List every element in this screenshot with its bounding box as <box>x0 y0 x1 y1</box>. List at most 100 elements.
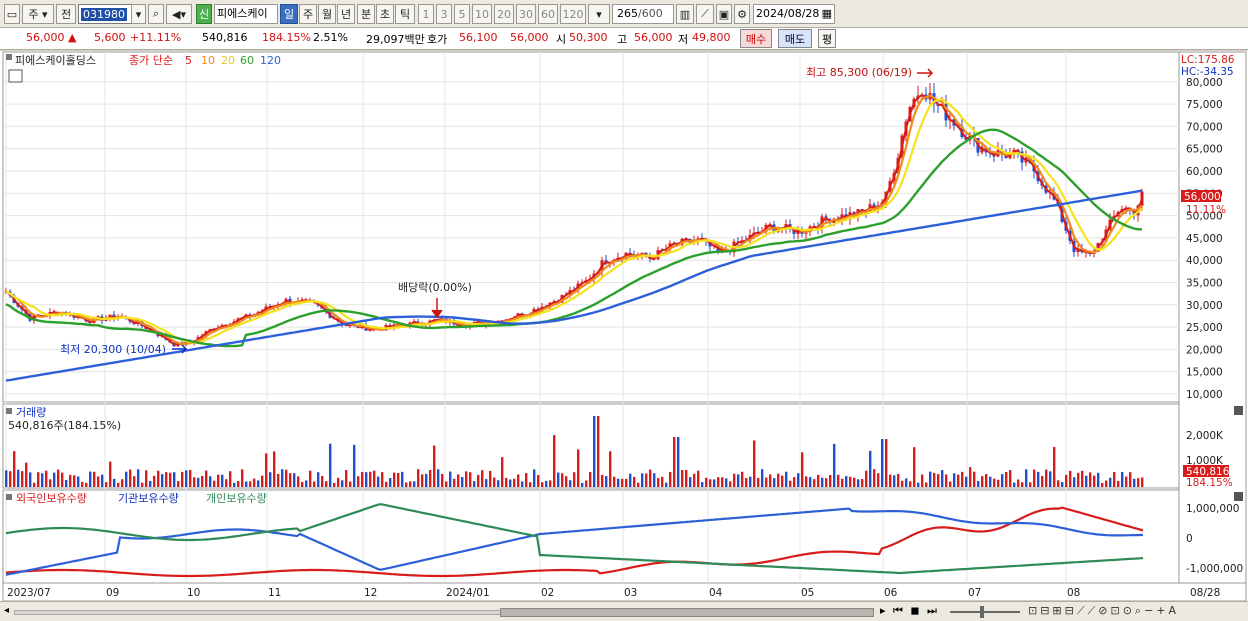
playback-controls-icon[interactable]: ▸ ⏮ ◼ ⏭ <box>880 604 939 617</box>
volume-bar <box>593 416 596 487</box>
tab-week[interactable]: 주 <box>299 4 317 24</box>
tab-tick[interactable]: 틱 <box>395 4 415 24</box>
volume-bar <box>701 482 704 487</box>
open-label: 시 <box>556 33 567 46</box>
volume-bar <box>917 482 920 487</box>
sell-button[interactable]: 매도 <box>778 29 812 48</box>
ma-legend-60: 60 <box>240 54 254 67</box>
tab-minute[interactable]: 분 <box>357 4 375 24</box>
chart-svg[interactable]: 80,00075,00070,00065,00060,00055,00050,0… <box>0 51 1248 602</box>
market-type-dropdown[interactable]: 주 ▾ <box>22 4 54 24</box>
volume-bar <box>633 476 636 487</box>
gear-icon[interactable]: ⚙ <box>734 4 750 24</box>
volume-bars <box>5 416 1144 487</box>
holdings-tick-1m: 1,000,000 <box>1186 503 1239 515</box>
volume-bar <box>293 473 296 487</box>
tab-month[interactable]: 월 <box>318 4 336 24</box>
volume-panel-close-icon[interactable] <box>1234 406 1243 415</box>
volume-bar <box>193 477 196 487</box>
volume-bar <box>957 474 960 487</box>
volume-bar <box>149 480 152 487</box>
volume-bar <box>9 471 12 487</box>
volume-bar <box>145 470 148 487</box>
volume-bar <box>113 478 116 487</box>
volume-pct: 184.15% <box>262 31 311 44</box>
interval-5[interactable]: 5 <box>454 4 470 24</box>
grid-toggle-icon[interactable] <box>8 69 23 83</box>
volume-bar <box>861 479 864 487</box>
interval-dropdown[interactable]: ▾ <box>588 4 610 24</box>
search-icon[interactable]: ⌕ <box>148 4 164 24</box>
chart-tools-icon[interactable]: ⊡⊟⊞⊟⟋⟋⊘⊡⊙⌕−+A <box>1028 604 1180 617</box>
volume-bar <box>281 469 284 487</box>
interval-60[interactable]: 60 <box>538 4 558 24</box>
volume-bar <box>785 471 788 487</box>
interval-1[interactable]: 1 <box>418 4 434 24</box>
date-field[interactable]: 2024/08/28 ▦ <box>753 4 835 24</box>
volume-bar <box>317 472 320 487</box>
prev-button[interactable]: 전 <box>56 4 76 24</box>
high-arrow-icon <box>917 68 934 78</box>
eval-button[interactable]: 평 <box>818 29 836 48</box>
hc-label: HC:-34.35 <box>1181 66 1234 78</box>
interval-3[interactable]: 3 <box>436 4 452 24</box>
interval-20[interactable]: 20 <box>494 4 514 24</box>
volume-bar <box>573 472 576 487</box>
stock-code-input[interactable]: 031980 <box>78 4 146 24</box>
volume-bar <box>277 473 280 487</box>
chart-area[interactable]: 80,00075,00070,00065,00060,00055,00050,0… <box>0 51 1248 602</box>
ma-legend-5: 5 <box>185 54 192 67</box>
volume-bar <box>1001 474 1004 487</box>
volume-bar <box>945 474 948 487</box>
window-menu-icon[interactable]: ▭ <box>4 4 20 24</box>
legend-marker-icon <box>6 54 12 60</box>
volume-bar <box>357 476 360 487</box>
buy-button[interactable]: 매수 <box>740 29 772 48</box>
draw-tool-icon[interactable]: ⟋ <box>696 4 714 24</box>
sound-icon[interactable]: ◀▾ <box>166 4 192 24</box>
volume-bar <box>777 473 780 487</box>
credit-badge: 신 <box>196 4 212 24</box>
volume-bar <box>585 480 588 487</box>
price-y-tick: 10,000 <box>1186 389 1223 401</box>
volume-bar <box>533 469 536 487</box>
calendar-icon[interactable]: ▦ <box>821 7 832 20</box>
hoga-bid: 56,000 <box>510 31 549 44</box>
volume-bar <box>65 479 68 487</box>
price-y-tick: 45,000 <box>1186 233 1223 245</box>
hoga-label: 호가 <box>427 33 448 46</box>
volume-bar <box>1101 482 1104 487</box>
volume-bar <box>381 472 384 487</box>
x-axis-tick-label: 08 <box>1067 587 1080 599</box>
volume-value-label: 540,816주(184.15%) <box>8 419 121 432</box>
holdings-panel-close-icon[interactable] <box>1234 492 1243 501</box>
holdings-institution-line <box>5 507 1143 576</box>
volume-bar <box>233 482 236 487</box>
volume-bar <box>905 478 908 487</box>
tab-day[interactable]: 일 <box>280 4 298 24</box>
volume-bar <box>273 451 276 487</box>
candle-icon[interactable]: ▥ <box>676 4 694 24</box>
scrollbar-thumb[interactable] <box>500 608 874 617</box>
tab-year[interactable]: 년 <box>337 4 355 24</box>
volume-bar <box>669 471 672 487</box>
zoom-slider[interactable] <box>950 611 1020 613</box>
volume-bar <box>73 475 76 487</box>
page-count-field[interactable]: 265/600 <box>612 4 674 24</box>
scroll-left-icon[interactable]: ◂ <box>4 605 10 616</box>
price-y-tick: 65,000 <box>1186 144 1223 156</box>
volume-bar <box>489 470 492 487</box>
moving-average-lines <box>5 93 1143 382</box>
volume-bar <box>161 474 164 487</box>
interval-30[interactable]: 30 <box>516 4 536 24</box>
volume-bar <box>141 482 144 487</box>
save-icon[interactable]: ▣ <box>716 4 732 24</box>
volume-tick-2000k: 2,000K <box>1186 430 1224 442</box>
tab-second[interactable]: 초 <box>376 4 394 24</box>
zoom-slider-handle[interactable] <box>980 606 984 618</box>
volume-bar <box>213 480 216 487</box>
volume-bar <box>817 474 820 487</box>
interval-10[interactable]: 10 <box>472 4 492 24</box>
interval-120[interactable]: 120 <box>560 4 586 24</box>
code-dropdown-icon[interactable]: ▾ <box>131 4 146 24</box>
